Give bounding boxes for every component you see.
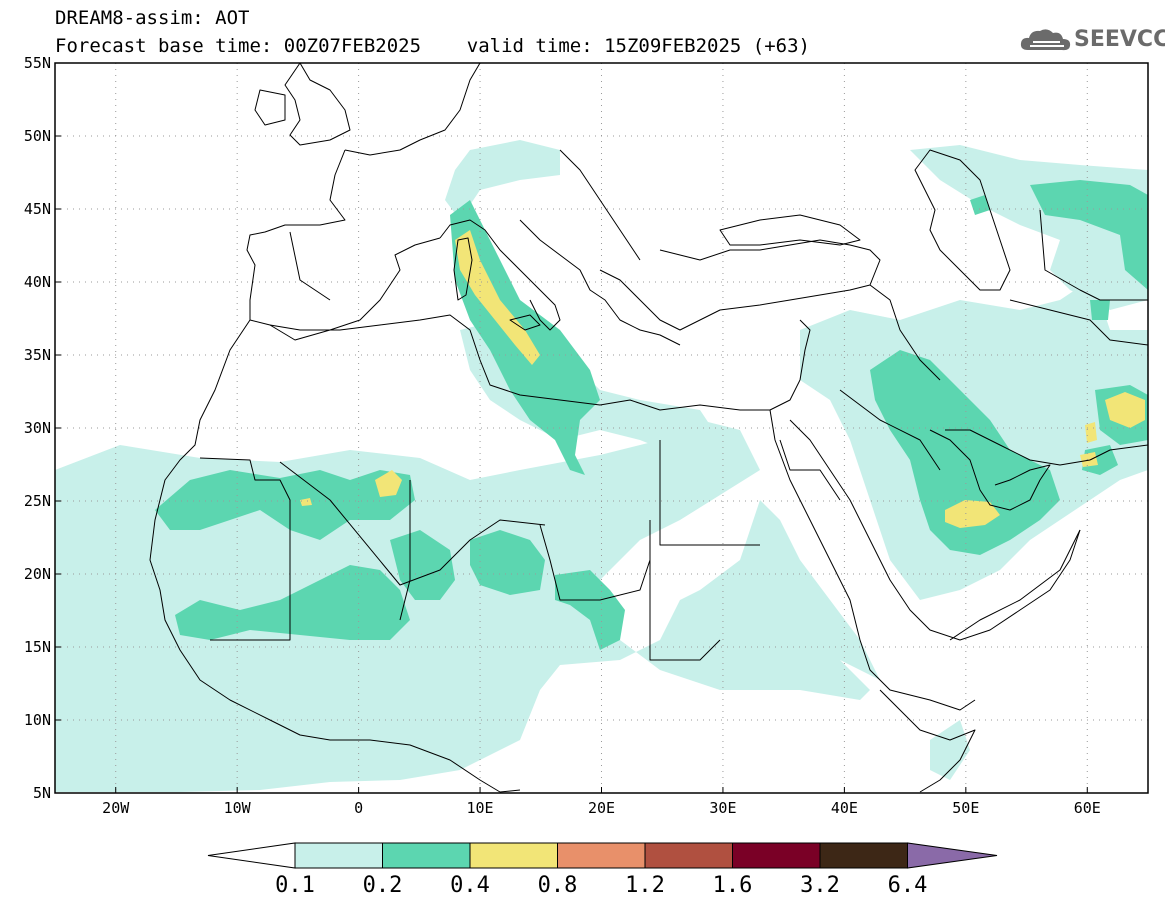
- colorbar-segment: [819, 842, 908, 869]
- colorbar-label: 0.8: [538, 873, 578, 898]
- lon-label: 20E: [588, 799, 615, 817]
- aot-level-0.4: [300, 230, 1145, 528]
- lat-label: 40N: [24, 273, 51, 291]
- lon-label: 50E: [952, 799, 979, 817]
- colorbar-segment: [469, 842, 558, 869]
- latitude-labels: 55N 50N 45N 40N 35N 30N 25N 20N 15N 10N 5N: [24, 54, 51, 802]
- cloud-icon: [1020, 29, 1071, 51]
- forecast-time-line: Forecast base time: 00Z07FEB2025 valid t…: [55, 35, 810, 57]
- colorbar-segment: [294, 842, 383, 869]
- lon-label: 60E: [1074, 799, 1101, 817]
- colorbar-under-arrow: [207, 842, 296, 869]
- lat-label: 30N: [24, 419, 51, 437]
- map-title: DREAM8-assim: AOT: [55, 7, 250, 29]
- colorbar: 0.1 0.2 0.4 0.8 1.2 1.6 3.2 6.4: [207, 842, 998, 898]
- colorbar-label: 6.4: [888, 873, 928, 898]
- lon-label: 10W: [224, 799, 252, 817]
- colorbar-segment: [732, 842, 821, 869]
- lon-label: 0: [354, 799, 363, 817]
- axis-ticks: [55, 62, 1088, 794]
- logo-text: SEEVCCC: [1074, 27, 1165, 52]
- aot-shading: [55, 140, 1148, 792]
- lat-label: 25N: [24, 492, 51, 510]
- colorbar-label: 1.2: [625, 873, 665, 898]
- colorbar-over-arrow: [907, 842, 998, 869]
- seevccc-logo: SEEVCCC: [1018, 24, 1165, 56]
- colorbar-label: 3.2: [800, 873, 840, 898]
- graticule: [55, 63, 1148, 793]
- lon-label: 20W: [102, 799, 130, 817]
- lat-label: 10N: [24, 711, 51, 729]
- colorbar-label: 0.4: [450, 873, 490, 898]
- coastlines: [149, 63, 1148, 793]
- colorbar-label: 0.2: [363, 873, 403, 898]
- colorbar-segment: [382, 842, 471, 869]
- colorbar-label: 0.1: [275, 873, 315, 898]
- colorbar-segment: [644, 842, 733, 869]
- lon-label: 30E: [709, 799, 736, 817]
- lat-label: 50N: [24, 127, 51, 145]
- lat-label: 15N: [24, 638, 51, 656]
- lat-label: 55N: [24, 54, 51, 72]
- colorbar-label: 1.6: [713, 873, 753, 898]
- colorbar-segment: [557, 842, 646, 869]
- lat-label: 20N: [24, 565, 51, 583]
- lat-label: 5N: [33, 784, 51, 802]
- lon-label: 40E: [831, 799, 858, 817]
- lat-label: 45N: [24, 200, 51, 218]
- lat-label: 35N: [24, 346, 51, 364]
- lon-label: 10E: [467, 799, 494, 817]
- longitude-labels: 20W 10W 0 10E 20E 30E 40E 50E 60E: [102, 799, 1101, 817]
